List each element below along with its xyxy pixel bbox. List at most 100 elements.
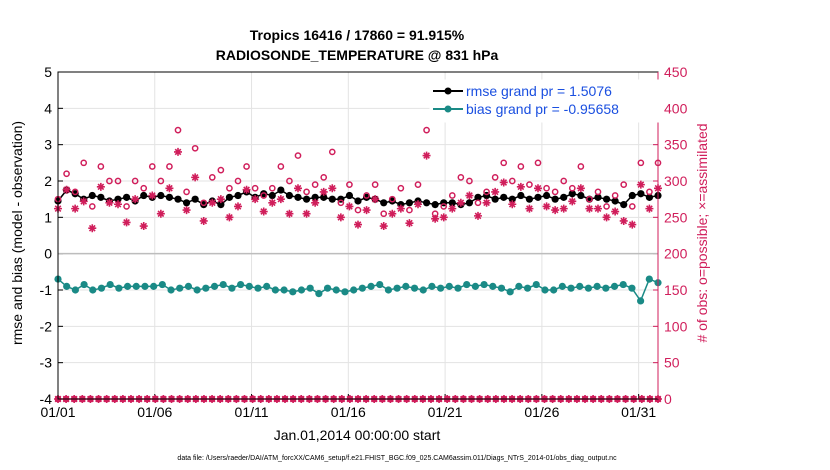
rmse-point [114,195,122,203]
assimilated-point [302,209,311,218]
possible-point [123,203,130,210]
possible-point [63,170,70,178]
y-tick-label-right: 0 [664,391,672,407]
y-tick-label-left: 1 [44,209,52,225]
bias-point [471,282,479,290]
y-tick-label-left: -1 [40,282,53,298]
y-tick-label-left: 0 [44,246,52,262]
bias-point [306,284,314,292]
x-tick-label: 01/31 [621,404,656,420]
assimilated-point [319,187,328,196]
rmse-point [568,190,576,198]
assimilated-point [216,195,225,204]
y-tick-label-right: 450 [664,64,688,80]
assimilated-point [405,219,414,228]
bias-point [89,286,97,294]
assimilated-point [431,214,440,223]
x-tick-label: 01/06 [137,404,172,420]
possible-point [320,174,328,181]
assimilated-point [294,184,302,193]
rmse-point [525,195,534,203]
possible-point [543,184,550,192]
rmse-point [508,195,516,203]
possible-point [226,184,233,192]
possible-point [628,203,636,210]
bias-point [158,280,166,289]
possible-point [294,152,302,159]
possible-point [191,144,199,152]
bias-point [610,282,619,290]
bias-point [463,280,471,289]
assimilated-point [174,147,182,156]
rmse-point [602,195,611,203]
possible-point [534,159,542,167]
bias-point [567,284,575,292]
possible-point [354,206,362,214]
assimilated-point [62,185,71,194]
assimilated-point [139,222,148,231]
assimilated-point [156,209,165,218]
possible-point [466,177,473,185]
rmse-point [285,191,294,200]
bias-point [558,282,566,290]
bias-point [550,286,558,294]
possible-point [577,163,585,170]
legend-bias-label: bias grand pr = -0.95658 [466,101,619,117]
possible-point [380,210,388,218]
rmse-point [628,191,636,200]
bias-point [63,282,71,290]
possible-point [526,181,533,188]
possible-point [363,192,370,199]
rmse-point [422,199,431,207]
assimilated-point [354,220,362,229]
assimilated-point [422,151,431,160]
rmse-point [225,193,234,201]
bias-point [254,284,262,292]
assimilated-point [645,204,654,213]
possible-point [423,126,430,134]
rmse-point [448,199,456,207]
assimilated-point [602,213,611,222]
assimilated-point [208,198,217,207]
rmse-point [277,186,285,194]
possible-point [328,148,336,156]
y-tick-label-right: 50 [664,355,680,371]
possible-point [114,177,122,185]
assimilated-point [396,204,405,213]
bias-point [602,284,610,292]
rmse-point [474,193,482,201]
rmse-point [294,193,302,201]
possible-point [594,188,602,196]
bias-point [237,280,245,289]
assimilated-point [482,198,491,207]
possible-point [268,184,276,192]
x-tick-label: 01/16 [331,404,366,420]
possible-point [183,188,190,196]
assimilated-point [234,202,242,211]
x-tick-label: 01/11 [235,404,269,420]
possible-point [303,188,310,196]
rmse-point [217,201,225,209]
data-file-footnote: data file: /Users/raeder/DAI/ATM_forcXX/… [177,455,617,462]
y-tick-label-right: 250 [664,209,688,225]
possible-point [371,181,379,188]
bias-point [193,286,201,294]
possible-point [286,177,293,185]
rmse-point [268,191,276,200]
bias-point [71,286,79,294]
assimilated-point [336,213,345,222]
assimilated-point [576,184,585,193]
possible-point [277,163,285,170]
rmse-point [465,199,474,207]
y-tick-label-left: -2 [40,318,53,334]
possible-point [406,206,413,214]
rmse-point [345,191,354,200]
assimilated-point [619,216,628,225]
rmse-point [431,201,439,209]
rmse-point [517,191,525,200]
assimilated-point [79,197,88,206]
assimilated-point [525,204,534,213]
possible-point [337,199,345,207]
assimilated-point [71,204,80,213]
possible-point [517,163,525,170]
